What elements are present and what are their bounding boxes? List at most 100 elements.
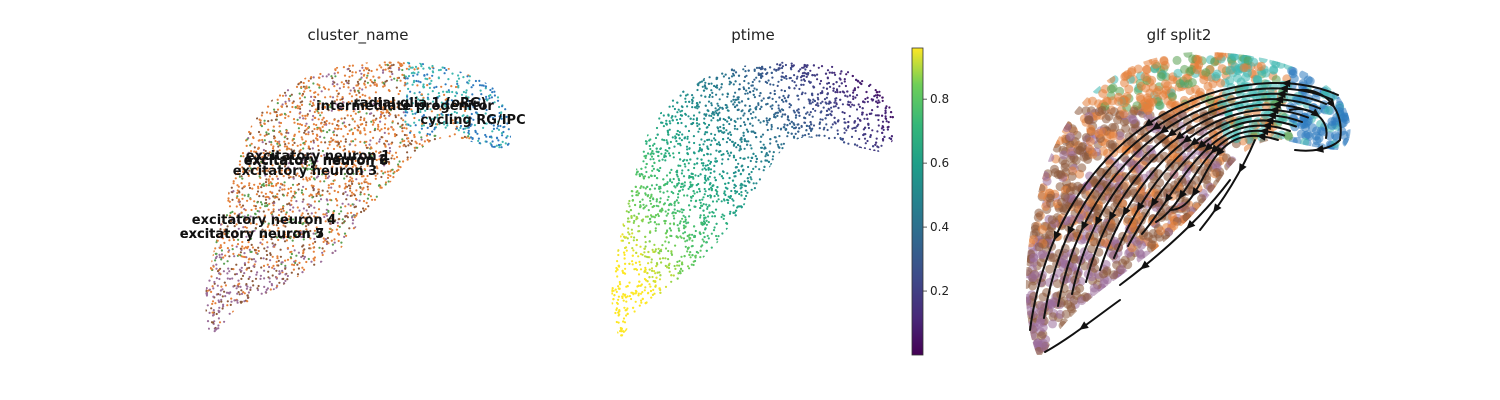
cell-point [305,128,308,131]
cell-point [642,160,645,163]
cell-point [819,111,822,114]
cell-point [432,71,435,74]
cell-point [346,114,349,117]
cell-point [884,115,887,118]
cell-point [684,112,687,115]
cell-point [438,123,441,126]
cell-point [398,160,401,163]
cell-point [300,103,304,106]
cell-point [249,144,252,147]
cell-point [249,132,252,136]
cell-point [287,218,290,221]
cell-point [367,72,370,75]
cell-point [802,78,806,81]
cell-point [357,89,360,92]
cell-point [405,67,408,70]
cell-point [218,235,221,238]
cell-point [723,214,726,217]
cell-point [357,182,360,185]
cell-point [333,100,336,103]
cell-point [363,117,366,120]
cell-point [714,157,717,160]
cell-point [687,187,690,190]
cell-point [641,198,644,201]
cell-point [739,117,742,120]
cell-point [621,233,624,236]
cell-point [333,81,336,84]
cell-point [252,284,255,287]
cell-point [660,207,664,210]
cell-point [252,258,256,261]
cell-point [440,112,443,115]
cell-point [331,77,334,80]
cell-point [269,112,272,115]
cell-point [277,227,280,230]
cell-point [716,102,719,105]
cell-point [431,64,434,68]
cell-point [357,126,360,129]
cell-point [844,84,848,88]
cell-point [475,111,478,114]
cell-point [218,272,221,275]
cell-point [337,92,340,95]
cell-point [637,192,640,195]
cell-point [233,212,236,215]
cell-point [375,83,378,86]
cell-point [859,146,862,149]
cell-point [350,140,353,143]
cell-point [703,133,706,136]
cell-point [727,181,730,185]
cell-point [468,137,471,140]
cell-point [725,129,728,132]
cell-point [853,121,856,124]
cell-point [295,200,298,203]
cell-point [259,241,262,244]
cell-point [674,211,677,215]
cell-point [248,218,251,221]
cell-point [680,139,684,142]
cell-point [276,255,279,258]
cell-point [688,185,692,189]
cell-point [694,259,697,263]
cell-point [283,188,286,191]
cell-point [722,117,725,121]
cell-point [421,107,424,110]
cell-point [263,214,267,217]
cell-point [769,138,772,141]
cell-point [238,203,241,206]
cell-point [241,193,244,196]
cell-point [283,91,287,94]
cell-point [217,327,220,330]
cell-point [747,69,750,72]
cell-point [827,102,831,105]
cell-point [745,140,748,143]
cell-point [707,221,710,224]
cell-point [734,189,737,193]
cell-point [653,243,656,246]
cell-point [454,85,458,89]
cell-point [370,155,373,158]
cell-point [658,278,662,281]
cell-point [313,229,316,232]
cell-point [398,145,401,148]
cell-point [758,66,761,69]
cell-point [692,190,695,193]
cell-point [413,92,416,95]
cell-point [748,181,751,184]
cell-point [283,145,286,148]
cell-point [323,136,326,139]
cell-point [469,136,473,139]
cell-point [709,194,713,198]
cell-point [702,214,706,217]
cell-point [407,68,411,71]
cell-point [226,247,229,250]
cell-point [233,284,236,287]
cell-point [732,204,735,207]
cell-point [338,212,341,215]
cell-point [254,205,257,208]
cell-point [268,151,271,154]
cell-point [346,171,349,174]
colorbar-ticks: 0.20.40.60.8 [923,92,949,298]
cell-point [317,118,320,121]
cell-point [303,255,306,258]
